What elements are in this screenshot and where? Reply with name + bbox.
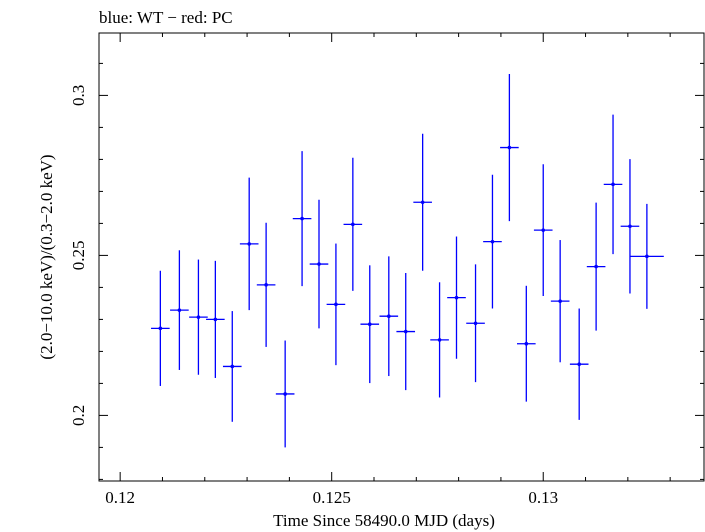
data-point [483, 174, 502, 309]
data-point [586, 202, 606, 331]
data-point [379, 256, 399, 377]
data-point [360, 265, 380, 384]
data-point [239, 177, 259, 311]
point-marker [437, 338, 442, 342]
data-point [275, 340, 295, 448]
y-tick-label: 0.3 [69, 85, 88, 106]
point-marker [420, 200, 425, 205]
data-point [343, 157, 363, 291]
x-tick-label: 0.125 [313, 488, 351, 507]
data-point [447, 236, 466, 359]
point-marker [524, 341, 529, 346]
point-marker [177, 308, 182, 312]
point-marker [158, 326, 163, 331]
point-marker [334, 302, 338, 307]
point-marker [594, 264, 598, 269]
x-tick-label: 0.12 [105, 488, 135, 507]
data-point [430, 282, 449, 398]
point-marker [577, 362, 581, 367]
point-marker [558, 299, 562, 303]
point-marker [473, 321, 478, 326]
data-point [256, 222, 276, 347]
axis-ticks: 0.12 0.125 0.13 0.2 0.25 0.3 [69, 33, 704, 507]
data-point [206, 260, 225, 378]
point-marker [645, 254, 649, 259]
point-marker [213, 317, 218, 322]
data-point [517, 285, 536, 402]
point-marker [507, 145, 512, 150]
chart-title: blue: WT − red: PC [99, 8, 233, 27]
data-point [309, 199, 329, 329]
data-point [189, 259, 208, 375]
data-point [170, 250, 189, 370]
point-marker [196, 315, 201, 319]
data-point [500, 73, 519, 222]
point-marker [264, 283, 268, 287]
y-tick-label: 0.2 [69, 405, 88, 426]
data-point [222, 311, 242, 422]
point-marker [387, 314, 391, 319]
data-point [603, 114, 623, 255]
point-marker [628, 224, 632, 229]
point-marker [611, 182, 615, 187]
point-marker [454, 295, 459, 300]
point-marker [351, 222, 355, 227]
data-point [550, 240, 570, 363]
point-marker [283, 392, 287, 396]
point-marker [541, 228, 546, 232]
plot-frame [98, 32, 705, 482]
data-points [151, 73, 664, 448]
point-marker [490, 239, 495, 244]
y-tick-label: 0.25 [69, 241, 88, 271]
data-point [620, 159, 640, 294]
data-point [569, 308, 589, 420]
point-marker [300, 216, 304, 221]
point-marker [230, 364, 235, 369]
data-point [629, 203, 664, 309]
data-point [413, 133, 432, 271]
data-point [533, 164, 553, 297]
point-marker [367, 322, 372, 327]
point-marker [247, 242, 251, 246]
point-marker [403, 329, 408, 334]
x-tick-label: 0.13 [528, 488, 558, 507]
y-axis-label: (2.0−10.0 keV)/(0.3−2.0 keV) [37, 154, 56, 359]
data-point [326, 243, 346, 366]
data-point [466, 264, 485, 383]
x-axis-label: Time Since 58490.0 MJD (days) [273, 511, 495, 530]
data-point [396, 273, 416, 391]
point-marker [317, 262, 321, 266]
data-point [292, 151, 312, 287]
data-point [151, 270, 170, 386]
